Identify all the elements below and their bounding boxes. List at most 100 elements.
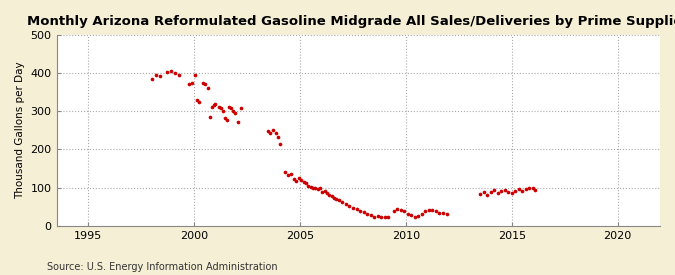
Point xyxy=(406,213,416,217)
Point xyxy=(192,98,202,102)
Point xyxy=(416,212,427,217)
Point xyxy=(373,214,383,218)
Point xyxy=(489,188,500,192)
Point xyxy=(354,208,365,213)
Point xyxy=(492,191,503,196)
Point xyxy=(331,197,342,201)
Point xyxy=(298,180,309,184)
Point xyxy=(402,211,413,216)
Point xyxy=(348,205,358,210)
Point xyxy=(337,200,348,204)
Point xyxy=(174,73,185,77)
Point xyxy=(327,194,338,198)
Point xyxy=(431,209,441,214)
Point xyxy=(215,106,226,110)
Point xyxy=(228,109,239,113)
Title: Monthly Arizona Reformulated Gasoline Midgrade All Sales/Deliveries by Prime Sup: Monthly Arizona Reformulated Gasoline Mi… xyxy=(27,15,675,28)
Point xyxy=(275,141,286,146)
Point xyxy=(270,131,281,136)
Point xyxy=(530,187,541,192)
Point xyxy=(329,196,340,200)
Point xyxy=(197,80,208,85)
Point xyxy=(165,69,176,73)
Point xyxy=(219,116,230,120)
Point xyxy=(392,207,402,211)
Point xyxy=(434,210,445,215)
Point xyxy=(506,190,517,195)
Point xyxy=(510,189,521,193)
Point xyxy=(376,214,387,219)
Point xyxy=(161,70,172,75)
Point xyxy=(305,185,316,189)
Point xyxy=(236,106,246,110)
Point xyxy=(210,101,221,106)
Point xyxy=(291,178,302,183)
Point xyxy=(146,76,157,81)
Point xyxy=(514,187,524,191)
Point xyxy=(151,73,161,77)
Point xyxy=(478,190,489,194)
Point xyxy=(517,189,528,193)
Point xyxy=(280,170,291,175)
Point xyxy=(202,86,213,90)
Point xyxy=(351,207,362,211)
Point xyxy=(283,173,294,178)
Point xyxy=(302,183,313,188)
Point xyxy=(481,193,492,197)
Point xyxy=(441,211,452,216)
Point xyxy=(265,131,276,136)
Point xyxy=(524,186,535,191)
Point xyxy=(226,106,237,110)
Point xyxy=(300,181,311,185)
Point xyxy=(187,80,198,85)
Point xyxy=(205,115,215,119)
Point xyxy=(315,185,325,190)
Point xyxy=(294,175,304,180)
Point xyxy=(267,127,278,132)
Point xyxy=(388,208,399,213)
Point xyxy=(317,190,327,194)
Point xyxy=(194,100,205,104)
Point xyxy=(319,189,330,193)
Point xyxy=(379,215,390,220)
Point xyxy=(232,120,243,124)
Point xyxy=(420,209,431,214)
Point xyxy=(485,190,496,194)
Point xyxy=(296,178,306,182)
Point xyxy=(496,189,507,193)
Point xyxy=(310,186,321,191)
Point xyxy=(223,105,234,109)
Point xyxy=(396,208,406,212)
Point xyxy=(410,215,421,220)
Point xyxy=(286,172,296,177)
Point xyxy=(199,82,210,87)
Point xyxy=(230,111,241,115)
Point xyxy=(475,192,485,196)
Point xyxy=(500,188,510,192)
Text: Source: U.S. Energy Information Administration: Source: U.S. Energy Information Administ… xyxy=(47,262,278,272)
Point xyxy=(528,185,539,190)
Point xyxy=(155,74,165,78)
Point xyxy=(341,202,352,206)
Point xyxy=(209,103,219,108)
Point xyxy=(213,105,224,109)
Point xyxy=(399,209,410,214)
Point xyxy=(369,215,379,220)
Point xyxy=(217,109,228,113)
Point xyxy=(333,198,344,202)
Point xyxy=(273,135,284,139)
Point xyxy=(383,214,394,219)
Point xyxy=(427,208,438,212)
Point xyxy=(322,191,333,195)
Point xyxy=(437,211,448,216)
Point xyxy=(184,82,194,87)
Point xyxy=(190,73,200,77)
Point xyxy=(423,208,434,212)
Point xyxy=(413,214,424,218)
Point xyxy=(503,190,514,194)
Point xyxy=(263,129,273,133)
Y-axis label: Thousand Gallons per Day: Thousand Gallons per Day xyxy=(15,62,25,199)
Point xyxy=(362,211,373,216)
Point xyxy=(344,204,355,208)
Point xyxy=(207,105,217,109)
